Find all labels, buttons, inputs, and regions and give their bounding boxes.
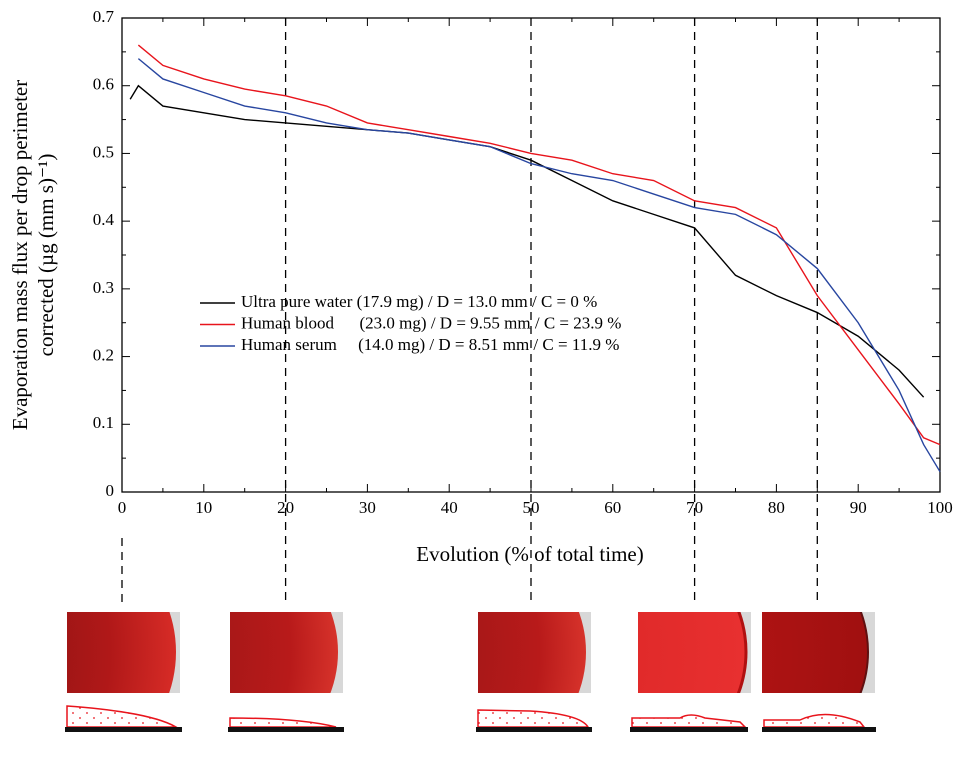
legend-label: Ultra pure water (17.9 mg) / D = 13.0 mm… xyxy=(241,292,597,311)
x-tick-label: 20 xyxy=(277,498,294,517)
x-tick-label: 10 xyxy=(195,498,212,517)
photos xyxy=(67,612,875,693)
drop-schematics xyxy=(66,705,866,728)
series-line xyxy=(137,58,941,473)
x-tick-label: 30 xyxy=(359,498,376,517)
x-tick-label: 70 xyxy=(686,498,703,517)
x-tick-label: 100 xyxy=(927,498,953,517)
y-tick-label: 0.3 xyxy=(93,278,114,297)
y-tick-label: 0.4 xyxy=(93,210,115,229)
x-tick-label: 60 xyxy=(604,498,621,517)
plot-frame xyxy=(121,17,941,493)
x-tick-label: 80 xyxy=(768,498,785,517)
x-axis-label: Evolution (% of total time) xyxy=(416,542,643,566)
series-line xyxy=(137,44,941,446)
y-tick-label: 0.6 xyxy=(93,75,114,94)
legend-label: Human serum (14.0 mg) / D = 8.51 mm / C … xyxy=(241,335,619,354)
legend-label: Human blood (23.0 mg) / D = 9.55 mm / C … xyxy=(241,313,621,332)
y-tick-label: 0.1 xyxy=(93,413,114,432)
y-tick-label: 0.2 xyxy=(93,345,114,364)
substrates xyxy=(65,727,876,732)
y-tick-label: 0.5 xyxy=(93,142,114,161)
x-tick-label: 90 xyxy=(850,498,867,517)
x-tick-label: 0 xyxy=(118,498,127,517)
series-line xyxy=(129,84,925,398)
y-axis-label: corrected (µg (mm s)⁻¹) xyxy=(34,154,58,357)
y-tick-label: 0 xyxy=(106,481,115,500)
x-tick-label: 50 xyxy=(523,498,540,517)
y-tick-label: 0.7 xyxy=(93,7,115,26)
x-tick-label: 40 xyxy=(441,498,458,517)
y-axis-label: Evaporation mass flux per drop perimeter xyxy=(8,80,32,430)
